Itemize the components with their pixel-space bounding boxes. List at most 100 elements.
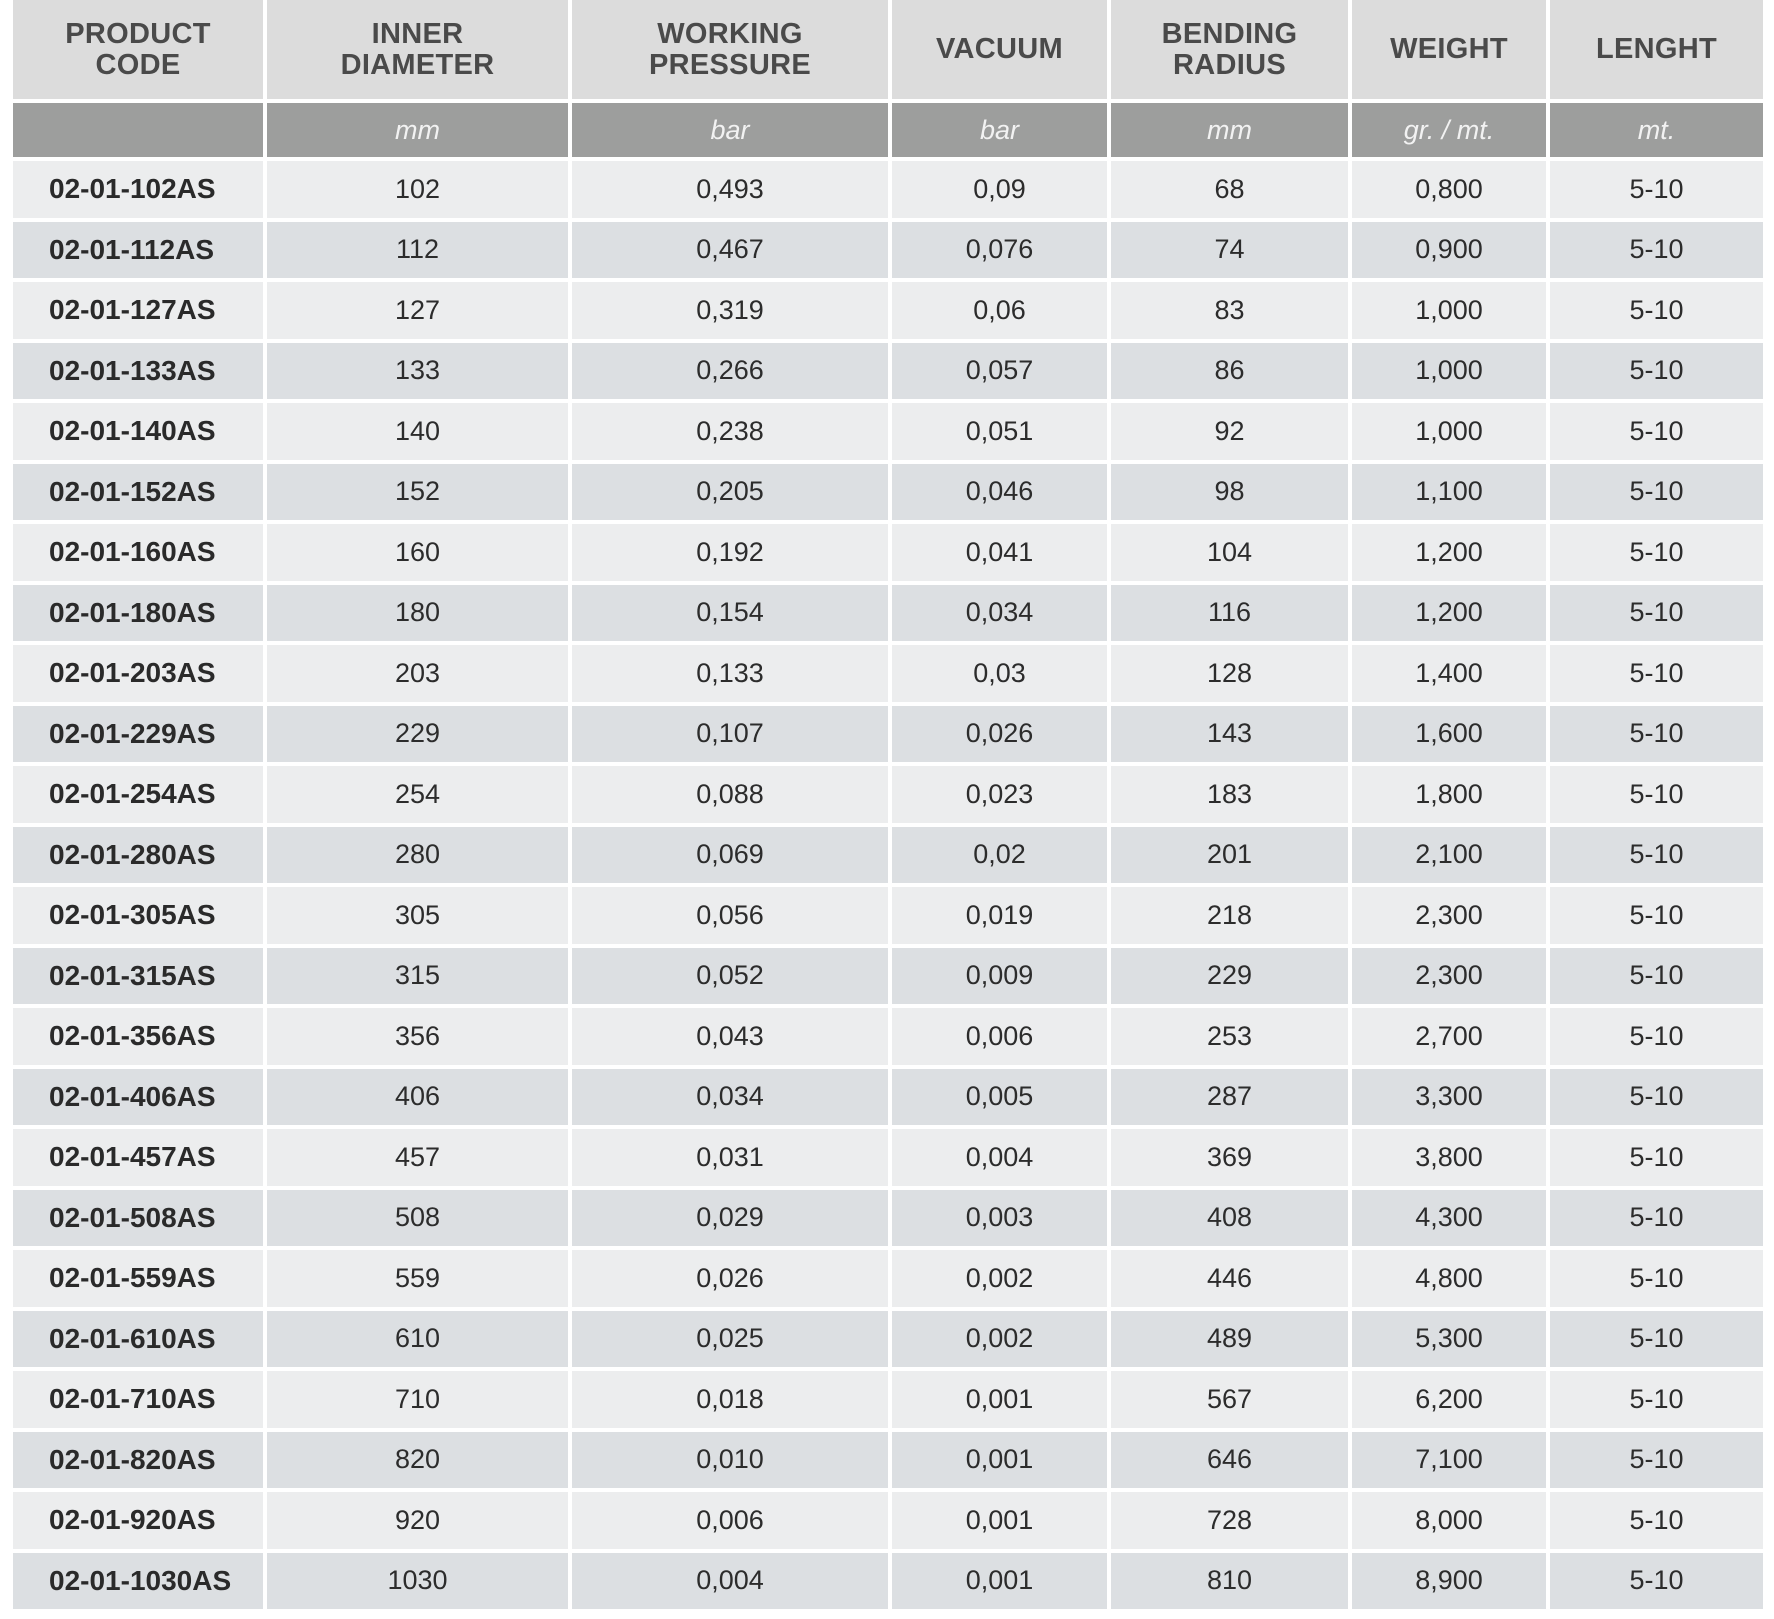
cell-length: 5-10 bbox=[1550, 161, 1763, 222]
cell-inner-diameter: 508 bbox=[267, 1189, 572, 1250]
cell-inner-diameter: 710 bbox=[267, 1371, 572, 1432]
cell-vacuum: 0,046 bbox=[892, 463, 1111, 524]
table-row: 02-01-180AS 180 0,154 0,034 116 1,200 5-10 bbox=[13, 584, 1763, 645]
cell-product-code: 02-01-140AS bbox=[13, 403, 267, 464]
cell-working-pressure: 0,043 bbox=[572, 1008, 892, 1069]
table-row: 02-01-457AS 457 0,031 0,004 369 3,800 5-10 bbox=[13, 1129, 1763, 1190]
cell-vacuum: 0,041 bbox=[892, 524, 1111, 585]
cell-working-pressure: 0,205 bbox=[572, 463, 892, 524]
cell-weight: 0,800 bbox=[1352, 161, 1550, 222]
cell-working-pressure: 0,238 bbox=[572, 403, 892, 464]
cell-weight: 7,100 bbox=[1352, 1431, 1550, 1492]
cell-length: 5-10 bbox=[1550, 1310, 1763, 1371]
unit-length: mt. bbox=[1550, 103, 1763, 161]
cell-product-code: 02-01-203AS bbox=[13, 645, 267, 706]
cell-vacuum: 0,004 bbox=[892, 1129, 1111, 1190]
cell-weight: 4,300 bbox=[1352, 1189, 1550, 1250]
cell-inner-diameter: 133 bbox=[267, 342, 572, 403]
cell-length: 5-10 bbox=[1550, 1068, 1763, 1129]
cell-bending-radius: 253 bbox=[1111, 1008, 1352, 1069]
unit-vacuum: bar bbox=[892, 103, 1111, 161]
cell-length: 5-10 bbox=[1550, 1008, 1763, 1069]
cell-vacuum: 0,005 bbox=[892, 1068, 1111, 1129]
cell-vacuum: 0,001 bbox=[892, 1431, 1111, 1492]
table-row: 02-01-203AS 203 0,133 0,03 128 1,400 5-10 bbox=[13, 645, 1763, 706]
table-row: 02-01-559AS 559 0,026 0,002 446 4,800 5-10 bbox=[13, 1250, 1763, 1311]
cell-length: 5-10 bbox=[1550, 766, 1763, 827]
cell-vacuum: 0,06 bbox=[892, 282, 1111, 343]
cell-product-code: 02-01-559AS bbox=[13, 1250, 267, 1311]
cell-vacuum: 0,09 bbox=[892, 161, 1111, 222]
cell-working-pressure: 0,031 bbox=[572, 1129, 892, 1190]
cell-product-code: 02-01-254AS bbox=[13, 766, 267, 827]
table-row: 02-01-127AS 127 0,319 0,06 83 1,000 5-10 bbox=[13, 282, 1763, 343]
cell-inner-diameter: 356 bbox=[267, 1008, 572, 1069]
cell-product-code: 02-01-160AS bbox=[13, 524, 267, 585]
cell-vacuum: 0,002 bbox=[892, 1310, 1111, 1371]
cell-product-code: 02-01-127AS bbox=[13, 282, 267, 343]
header-working-pressure: WORKING PRESSURE bbox=[572, 0, 892, 103]
cell-vacuum: 0,051 bbox=[892, 403, 1111, 464]
cell-weight: 3,800 bbox=[1352, 1129, 1550, 1190]
unit-row: mm bar bar mm gr. / mt. mt. bbox=[13, 103, 1763, 161]
table-row: 02-01-254AS 254 0,088 0,023 183 1,800 5-10 bbox=[13, 766, 1763, 827]
cell-working-pressure: 0,069 bbox=[572, 826, 892, 887]
cell-vacuum: 0,001 bbox=[892, 1492, 1111, 1553]
cell-length: 5-10 bbox=[1550, 342, 1763, 403]
cell-length: 5-10 bbox=[1550, 282, 1763, 343]
cell-product-code: 02-01-356AS bbox=[13, 1008, 267, 1069]
unit-inner-diameter: mm bbox=[267, 103, 572, 161]
header-length: LENGHT bbox=[1550, 0, 1763, 103]
cell-inner-diameter: 559 bbox=[267, 1250, 572, 1311]
cell-length: 5-10 bbox=[1550, 1552, 1763, 1613]
cell-working-pressure: 0,052 bbox=[572, 947, 892, 1008]
cell-bending-radius: 128 bbox=[1111, 645, 1352, 706]
cell-product-code: 02-01-180AS bbox=[13, 584, 267, 645]
unit-working-pressure: bar bbox=[572, 103, 892, 161]
cell-bending-radius: 68 bbox=[1111, 161, 1352, 222]
header-weight: WEIGHT bbox=[1352, 0, 1550, 103]
cell-bending-radius: 104 bbox=[1111, 524, 1352, 585]
cell-bending-radius: 229 bbox=[1111, 947, 1352, 1008]
cell-length: 5-10 bbox=[1550, 887, 1763, 948]
cell-bending-radius: 646 bbox=[1111, 1431, 1352, 1492]
cell-bending-radius: 446 bbox=[1111, 1250, 1352, 1311]
cell-working-pressure: 0,029 bbox=[572, 1189, 892, 1250]
cell-length: 5-10 bbox=[1550, 463, 1763, 524]
unit-bending-radius: mm bbox=[1111, 103, 1352, 161]
cell-bending-radius: 86 bbox=[1111, 342, 1352, 403]
unit-product-code bbox=[13, 103, 267, 161]
cell-product-code: 02-01-280AS bbox=[13, 826, 267, 887]
cell-bending-radius: 728 bbox=[1111, 1492, 1352, 1553]
cell-product-code: 02-01-508AS bbox=[13, 1189, 267, 1250]
table-row: 02-01-508AS 508 0,029 0,003 408 4,300 5-10 bbox=[13, 1189, 1763, 1250]
cell-length: 5-10 bbox=[1550, 1431, 1763, 1492]
cell-working-pressure: 0,467 bbox=[572, 221, 892, 282]
cell-bending-radius: 218 bbox=[1111, 887, 1352, 948]
table-row: 02-01-280AS 280 0,069 0,02 201 2,100 5-10 bbox=[13, 826, 1763, 887]
cell-bending-radius: 83 bbox=[1111, 282, 1352, 343]
cell-length: 5-10 bbox=[1550, 221, 1763, 282]
cell-working-pressure: 0,133 bbox=[572, 645, 892, 706]
cell-bending-radius: 810 bbox=[1111, 1552, 1352, 1613]
cell-working-pressure: 0,088 bbox=[572, 766, 892, 827]
cell-inner-diameter: 140 bbox=[267, 403, 572, 464]
cell-product-code: 02-01-920AS bbox=[13, 1492, 267, 1553]
cell-length: 5-10 bbox=[1550, 1371, 1763, 1432]
cell-length: 5-10 bbox=[1550, 524, 1763, 585]
cell-inner-diameter: 102 bbox=[267, 161, 572, 222]
cell-working-pressure: 0,056 bbox=[572, 887, 892, 948]
cell-bending-radius: 116 bbox=[1111, 584, 1352, 645]
cell-length: 5-10 bbox=[1550, 645, 1763, 706]
table-row: 02-01-315AS 315 0,052 0,009 229 2,300 5-10 bbox=[13, 947, 1763, 1008]
cell-length: 5-10 bbox=[1550, 1129, 1763, 1190]
cell-vacuum: 0,023 bbox=[892, 766, 1111, 827]
cell-length: 5-10 bbox=[1550, 1189, 1763, 1250]
cell-product-code: 02-01-152AS bbox=[13, 463, 267, 524]
cell-weight: 1,600 bbox=[1352, 705, 1550, 766]
cell-weight: 6,200 bbox=[1352, 1371, 1550, 1432]
cell-product-code: 02-01-610AS bbox=[13, 1310, 267, 1371]
table-row: 02-01-229AS 229 0,107 0,026 143 1,600 5-10 bbox=[13, 705, 1763, 766]
cell-product-code: 02-01-315AS bbox=[13, 947, 267, 1008]
cell-working-pressure: 0,018 bbox=[572, 1371, 892, 1432]
